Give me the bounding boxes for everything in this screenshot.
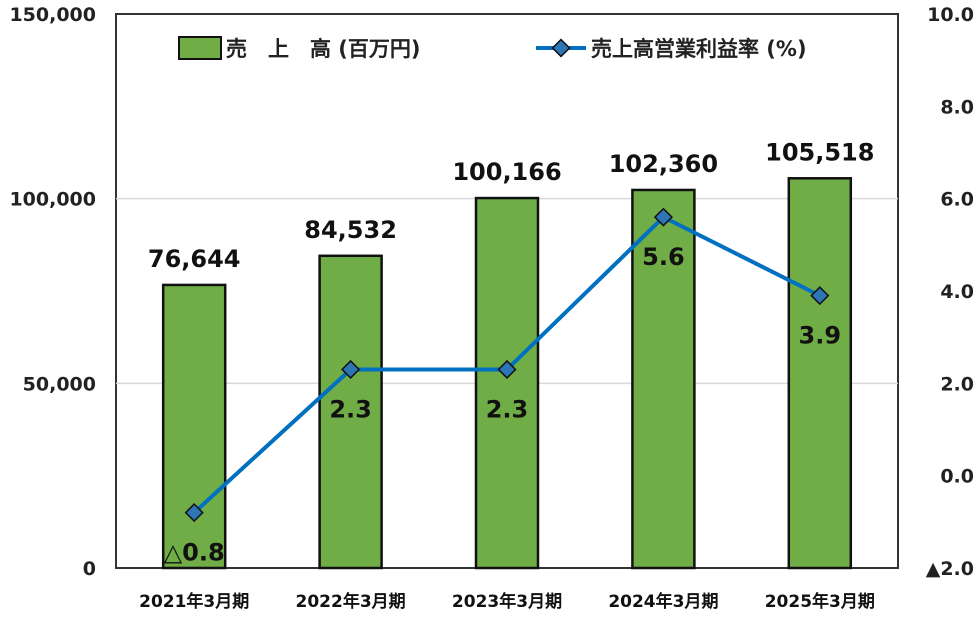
right-axis-tick-label: 6.0	[940, 189, 974, 211]
x-axis-tick-label: 2025年3月期	[765, 591, 875, 612]
left-axis-tick-label: 50,000	[23, 373, 96, 395]
revenue-bar	[474, 196, 540, 570]
revenue-data-label: 84,532	[304, 216, 397, 244]
revenue-data-label: 102,360	[609, 150, 718, 178]
right-axis-tick-label: 4.0	[940, 281, 974, 303]
revenue-bar	[787, 177, 853, 570]
x-axis: 2021年3月期 2022年3月期 2023年3月期 2024年3月期 2025年3月期	[139, 591, 875, 612]
x-axis-tick-label: 2024年3月期	[608, 591, 718, 612]
legend-line-label: 売上高営業利益率 (%)	[591, 37, 807, 61]
left-axis-tick-label: 100,000	[9, 189, 96, 211]
margin-marker	[653, 207, 673, 227]
right-axis-tick-label: 8.0	[940, 96, 974, 118]
left-axis: 0 50,000 100,000 150,000	[9, 4, 96, 580]
margin-marker	[810, 286, 830, 306]
legend: 売 上 高 (百万円) 売上高営業利益率 (%)	[178, 36, 807, 61]
legend-line-marker	[551, 38, 571, 58]
revenue-data-label: 105,518	[765, 138, 874, 166]
legend-bar-label: 売 上 高 (百万円)	[226, 37, 421, 61]
margin-data-label: 5.6	[642, 243, 685, 271]
right-axis-tick-label: 2.0	[940, 373, 974, 395]
revenue-data-label: 100,166	[452, 158, 561, 186]
right-axis-tick-label: ▲2.0	[926, 558, 974, 580]
left-axis-tick-label: 0	[83, 558, 96, 580]
revenue-bar	[161, 283, 227, 570]
revenue-bar	[318, 254, 383, 570]
legend-bar-swatch	[178, 36, 222, 60]
x-axis-tick-label: 2021年3月期	[139, 591, 249, 612]
right-axis-tick-label: 10.0	[927, 4, 974, 26]
margin-data-label: 2.3	[486, 395, 529, 423]
x-axis-tick-label: 2023年3月期	[452, 591, 562, 612]
margin-marker	[184, 503, 204, 523]
margin-data-label: 2.3	[329, 395, 372, 423]
margin-data-label: △0.8	[164, 539, 225, 567]
margin-data-label: 3.9	[799, 322, 842, 350]
revenue-data-label: 76,644	[148, 245, 241, 273]
margin-marker	[497, 359, 517, 380]
revenue-bar	[631, 188, 696, 570]
x-axis-tick-label: 2022年3月期	[296, 591, 406, 612]
line-series: △0.8 2.3 2.3 5.6 3.9	[164, 207, 842, 567]
left-axis-tick-label: 150,000	[9, 4, 96, 26]
bar-series: 76,644 84,532 100,166 102,360 105,518	[148, 138, 874, 570]
right-axis-tick-label: 0.0	[940, 466, 974, 488]
margin-marker	[341, 359, 361, 380]
right-axis: ▲2.0 0.0 2.0 4.0 6.0 8.0 10.0	[926, 4, 974, 580]
